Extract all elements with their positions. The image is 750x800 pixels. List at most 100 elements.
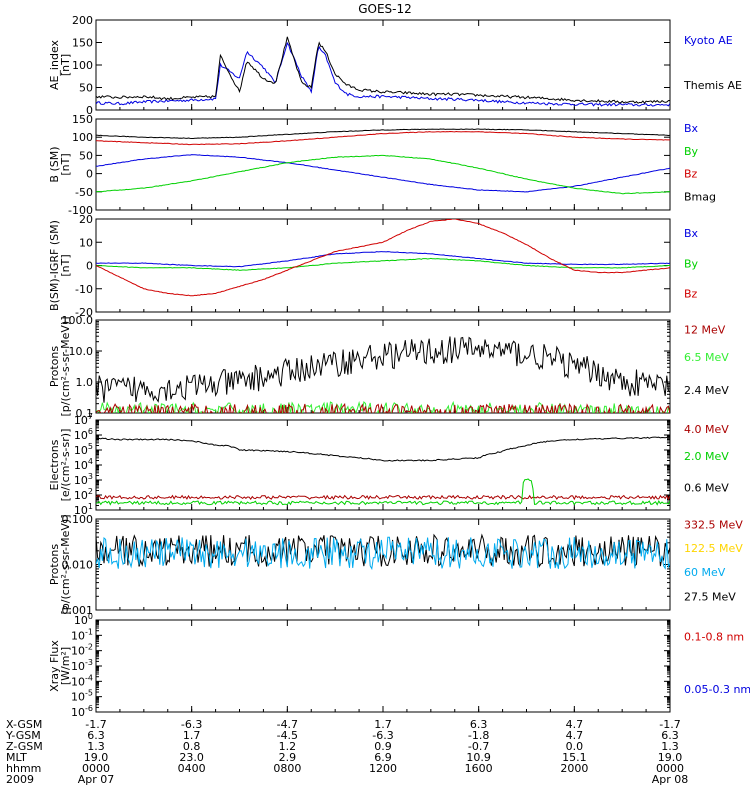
x-info-value: 1.3 [661, 740, 679, 753]
y-tick-label: 100.0 [62, 314, 94, 327]
x-info-value: 4.7 [566, 729, 584, 742]
legend-entry: 2.0 MeV [684, 450, 729, 463]
x-info-value: -6.3 [181, 718, 202, 731]
x-info-value: 1600 [465, 762, 493, 775]
series-bgrf-by [96, 257, 670, 271]
legend-entry: 12 MeV [684, 323, 726, 336]
y-tick-exponent: -1 [85, 627, 93, 636]
y-tick-label: 100 [72, 59, 93, 72]
x-info-value: 6.3 [87, 729, 105, 742]
y-tick-label: 200 [72, 14, 93, 27]
y-tick-exponent: -6 [85, 704, 93, 713]
x-info-value: -4.7 [277, 718, 298, 731]
y-axis-label: [nT] [59, 254, 72, 276]
x-info-value: 2000 [560, 762, 588, 775]
panel-bgrf: 20 10 0 -10 -20 B(SM)-IGRF (SM)[nT] Bx By Bz [48, 213, 699, 319]
y-axis-label: Xray Flux [48, 640, 61, 692]
y-tick-label: -20 [75, 306, 93, 319]
legend-entry: 0.6 MeV [684, 482, 729, 495]
y-tick-label: 0.010 [62, 559, 94, 572]
series-group [96, 219, 670, 297]
series-electrons-2-0-mev [96, 478, 670, 506]
y-tick-exponent: -4 [85, 673, 93, 682]
x-info-value: 0.0 [566, 740, 584, 753]
series-group [96, 436, 670, 506]
x-info-value: 0000 [656, 762, 684, 775]
legend-entry: Bz [684, 168, 698, 181]
y-tick-label: 100 [72, 131, 93, 144]
series-bsm-bx [96, 154, 670, 193]
series-group [96, 128, 670, 195]
x-info-value: 0.9 [374, 740, 392, 753]
x-info-value: 0.8 [183, 740, 201, 753]
x-info-value: -0.7 [468, 740, 489, 753]
y-tick-label: 50 [79, 149, 93, 162]
legend-entry: Bmag [684, 190, 716, 203]
series-ae-themis-ae [96, 36, 670, 105]
panel-ae: 200 150 100 50 0 AE_index[nT] Kyoto AE Themis A… [48, 14, 742, 117]
legend-entry: By [684, 145, 699, 158]
y-tick-label: 150 [72, 113, 93, 126]
x-info-row-label: hhmm [6, 762, 41, 775]
x-info-value: 6.3 [470, 718, 488, 731]
y-axis-label: B (SM) [48, 146, 61, 182]
y-tick-exponent: 7 [88, 412, 93, 421]
x-info-value: 19.0 [84, 751, 109, 764]
x-info-value: 0800 [273, 762, 301, 775]
x-info-value: 6.3 [661, 729, 679, 742]
y-tick-exponent: 5 [88, 442, 93, 451]
y-tick-label: 0.100 [62, 513, 94, 526]
legend-entry: 60 MeV [684, 566, 726, 579]
y-axis-label: Protons [48, 346, 61, 387]
x-info-value: Apr 08 [652, 773, 689, 786]
series-bsm-by [96, 154, 670, 195]
y-axis-label: [nT] [59, 153, 72, 175]
y-tick-exponent: -5 [85, 689, 93, 698]
y-tick-label: 20 [79, 213, 93, 226]
y-tick-label: 0.1 [76, 407, 94, 420]
y-axis-label: [p/(cm²-s-sr-MeV)] [59, 317, 72, 417]
y-axis-label: [W/m²] [59, 647, 72, 685]
x-info-value: 15.1 [562, 751, 587, 764]
series-group [96, 336, 670, 413]
x-info-value: -1.8 [468, 729, 489, 742]
y-axis-label: [p/(cm²-s-sr-MeV)] [59, 515, 72, 615]
x-info-value: 1.2 [279, 740, 297, 753]
y-tick-label: -50 [75, 186, 93, 199]
series-electrons-4-0-mev [96, 494, 670, 501]
series-electrons-0-6-mev [96, 436, 670, 462]
y-tick-label: 10 [79, 236, 93, 249]
y-tick-label: 0 [86, 104, 93, 117]
panel-protons1: 100.0 10.0 1.0 0.1 Protons[p/(cm²-s-sr-MeV)]… [48, 314, 729, 420]
x-info-value: -6.3 [372, 729, 393, 742]
legend-entry: Themis AE [683, 79, 742, 92]
x-info-row-label: MLT [6, 751, 27, 764]
legend-entry: 0.05-0.3 nm [684, 683, 750, 696]
y-tick-exponent: 2 [88, 487, 93, 496]
series-ae-kyoto-ae [96, 41, 670, 107]
panel-electrons: 107106105104103102101Electrons[e/(cm²-s-… [48, 412, 729, 517]
series-bgrf-bz [96, 219, 670, 297]
legend-entry: 27.5 MeV [684, 590, 736, 603]
series-bsm-bz [96, 130, 670, 146]
series-bsm-bmag [96, 128, 670, 139]
x-info-value: -1.7 [85, 718, 106, 731]
legend-entry: 4.0 MeV [684, 423, 729, 436]
panel-protons2: 0.100 0.010 0.001 Protons[p/(cm²-s-sr-MeV)]… [48, 513, 743, 617]
series-group [96, 533, 670, 571]
y-axis-label: B(SM)-IGRF (SM) [48, 220, 61, 311]
x-info-value: 23.0 [179, 751, 204, 764]
x-info-row-label: X-GSM [6, 718, 42, 731]
series-protons2-60-mev [96, 536, 670, 571]
legend-entry: Bz [684, 287, 698, 300]
legend-entry: Kyoto AE [684, 34, 733, 47]
x-info-value: 0400 [178, 762, 206, 775]
x-axis-info: X-GSM -1.7 -6.3 -4.7 1.7 6.3 4.7 -1.7Y-GSM 6.3 1.… [5, 718, 688, 786]
x-info-value: 4.7 [566, 718, 584, 731]
series-protons1-12-mev [96, 402, 670, 413]
x-info-value: -4.5 [277, 729, 298, 742]
